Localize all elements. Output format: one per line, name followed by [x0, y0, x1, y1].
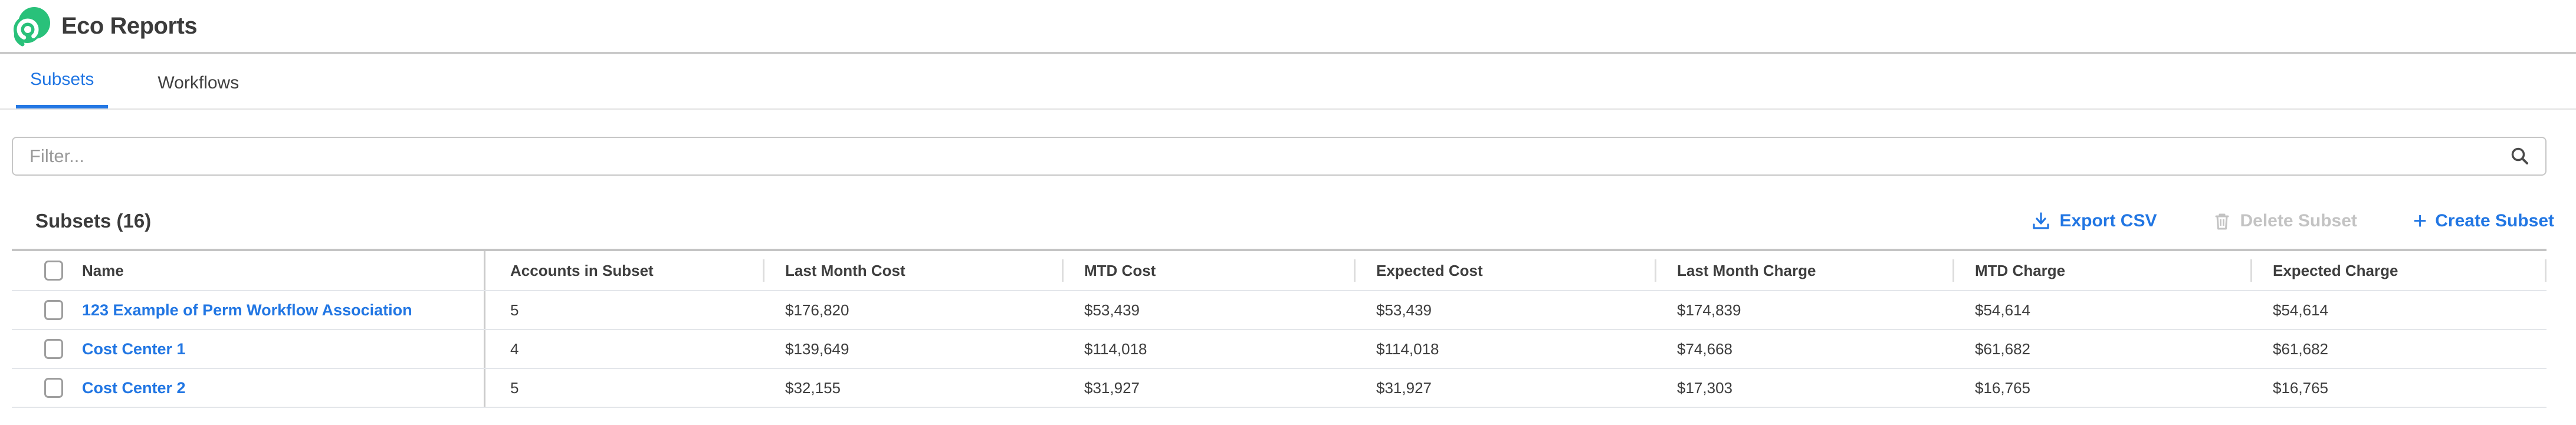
eco-logo-icon	[14, 7, 50, 47]
select-all-checkbox[interactable]	[44, 261, 63, 281]
cell-accounts: 4	[484, 330, 763, 368]
cell-name: 123 Example of Perm Workflow Association	[12, 291, 484, 329]
cell-expected-charge: $61,682	[2273, 340, 2328, 358]
row-checkbox[interactable]	[44, 339, 63, 359]
download-icon	[2033, 212, 2050, 229]
header-name-label: Name	[82, 261, 124, 279]
subsets-table: Name Accounts in Subset Last Month Cost …	[12, 249, 2547, 408]
subsets-count-heading: Subsets (16)	[35, 210, 152, 232]
delete-subset-label: Delete Subset	[2240, 211, 2357, 230]
cell-mtd-charge: $16,765	[1975, 378, 2030, 397]
header-mtd-charge: MTD Charge	[1952, 251, 2250, 290]
cell-expected-cost: $114,018	[1376, 340, 1439, 358]
cell-expected-cost: $53,439	[1376, 301, 1432, 319]
subset-name-link[interactable]: Cost Center 2	[82, 378, 186, 397]
export-csv-button[interactable]: Export CSV	[2031, 211, 2157, 231]
subset-name-link[interactable]: 123 Example of Perm Workflow Association	[82, 301, 412, 319]
delete-subset-button[interactable]: Delete Subset	[2213, 211, 2357, 231]
header-expected-charge: Expected Charge	[2250, 251, 2547, 290]
subset-name-link[interactable]: Cost Center 1	[82, 340, 186, 358]
cell-expected-charge: $16,765	[2273, 378, 2328, 397]
cell-last-month-cost: $176,820	[785, 301, 849, 319]
header-expected-cost: Expected Cost	[1354, 251, 1655, 290]
header-last-month-cost: Last Month Cost	[763, 251, 1062, 290]
cell-mtd-charge: $54,614	[1975, 301, 2030, 319]
cell-name: Cost Center 1	[12, 330, 484, 368]
cell-mtd-cost: $53,439	[1084, 301, 1140, 319]
header-last-month-charge: Last Month Charge	[1655, 251, 1952, 290]
cell-expected-cost: $31,927	[1376, 378, 1432, 397]
filter-container	[12, 137, 2547, 176]
table-row: Cost Center 2 5 $32,155 $31,927 $31,927 …	[12, 369, 2547, 408]
header-name: Name	[12, 251, 484, 290]
export-csv-label: Export CSV	[2059, 211, 2157, 230]
create-subset-label: Create Subset	[2435, 211, 2554, 230]
cell-last-month-charge: $17,303	[1677, 378, 1732, 397]
row-checkbox[interactable]	[44, 378, 63, 398]
tab-bar: Subsets Workflows	[0, 54, 2576, 110]
trash-icon	[2215, 213, 2229, 230]
table-header-row: Name Accounts in Subset Last Month Cost …	[12, 249, 2547, 291]
create-subset-button[interactable]: + Create Subset	[2413, 208, 2554, 234]
plus-icon: +	[2413, 208, 2427, 234]
cell-mtd-charge: $61,682	[1975, 340, 2030, 358]
tab-workflows[interactable]: Workflows	[157, 73, 239, 93]
page-title: Eco Reports	[61, 12, 198, 39]
cell-last-month-cost: $139,649	[785, 340, 849, 358]
header-accounts-in-subset: Accounts in Subset	[484, 251, 763, 290]
cell-accounts: 5	[484, 291, 763, 329]
search-icon	[2511, 147, 2528, 164]
cell-name: Cost Center 2	[12, 369, 484, 407]
header-mtd-cost: MTD Cost	[1062, 251, 1354, 290]
cell-mtd-cost: $114,018	[1084, 340, 1147, 358]
table-row: 123 Example of Perm Workflow Association…	[12, 291, 2547, 330]
cell-last-month-charge: $174,839	[1677, 301, 1741, 319]
cell-last-month-cost: $32,155	[785, 378, 841, 397]
action-buttons: Export CSV Delete Subset + Create Subset	[2031, 208, 2554, 234]
row-checkbox[interactable]	[44, 300, 63, 320]
cell-accounts: 5	[484, 369, 763, 407]
app-header: Eco Reports	[0, 0, 2576, 54]
cell-mtd-cost: $31,927	[1084, 378, 1140, 397]
list-header: Subsets (16) Export CSV Delete Subset + …	[35, 208, 2554, 234]
tab-subsets[interactable]: Subsets	[16, 54, 109, 108]
filter-input[interactable]	[12, 137, 2547, 176]
table-row: Cost Center 1 4 $139,649 $114,018 $114,0…	[12, 330, 2547, 369]
cell-expected-charge: $54,614	[2273, 301, 2328, 319]
cell-last-month-charge: $74,668	[1677, 340, 1732, 358]
